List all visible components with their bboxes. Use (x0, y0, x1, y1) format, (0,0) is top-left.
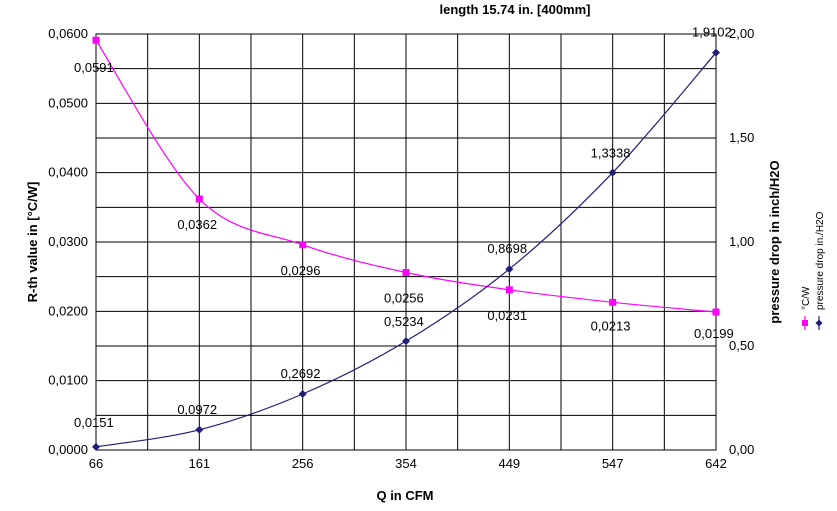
y-right-tick-label: 2,00 (729, 26, 754, 41)
y-left-tick-label: 0,0400 (48, 165, 88, 180)
x-tick-label: 547 (602, 456, 624, 471)
chart-title: length 15.74 in. [400mm] (440, 2, 591, 17)
y-right-tick-label: 1,50 (729, 130, 754, 145)
y-left-tick-label: 0,0500 (48, 95, 88, 110)
y-right-tick-label: 0,50 (729, 338, 754, 353)
data-label: 0,0591 (74, 60, 114, 75)
legend-label: °C/W (801, 286, 812, 310)
y-left-tick-label: 0,0600 (48, 26, 88, 41)
data-point-marker (712, 308, 720, 316)
plot-frame (95, 33, 717, 451)
x-axis-title: Q in CFM (376, 488, 433, 503)
data-point-marker (505, 265, 514, 274)
legend-label: pressure drop in./H2O (815, 211, 826, 310)
y-left-axis-title: R-th value in [°C/W] (25, 182, 40, 303)
y-left-tick-label: 0,0300 (48, 234, 88, 249)
data-label: 0,2692 (281, 366, 321, 381)
data-label: 0,8698 (487, 241, 527, 256)
data-point-marker (402, 337, 410, 346)
legend: °C/W pressure drop in./H2O (801, 211, 826, 330)
data-label: 0,0256 (384, 291, 424, 306)
y-left-tick-label: 0,0200 (48, 303, 88, 318)
data-label: 0,0151 (74, 415, 114, 430)
y-left-tick-label: 0,0100 (48, 373, 88, 388)
data-point-marker (609, 298, 617, 306)
data-point-marker (298, 390, 307, 399)
data-label: 0,5234 (384, 314, 424, 329)
data-label: 0,0231 (487, 308, 527, 323)
x-tick-label: 161 (188, 456, 210, 471)
y-right-tick-label: 1,00 (729, 234, 754, 249)
data-point-marker (402, 269, 410, 277)
data-point-marker (92, 442, 100, 451)
x-tick-label: 66 (89, 456, 103, 471)
legend-marker (815, 319, 823, 327)
x-tick-label: 354 (395, 456, 417, 471)
x-tick-label: 449 (498, 456, 520, 471)
data-label: 1,3338 (591, 146, 631, 161)
legend-marker (802, 320, 808, 326)
y-left-tick-label: 0,0000 (48, 442, 88, 457)
data-label: 0,0213 (591, 318, 631, 333)
data-label: 0,0362 (177, 217, 217, 232)
data-point-marker (712, 48, 720, 57)
data-label: 0,0972 (177, 402, 217, 417)
data-label: 0,0296 (281, 263, 321, 278)
data-label: 0,0199 (694, 326, 734, 341)
y-right-axis-title: pressure drop in inch/H2O (767, 160, 782, 323)
data-label: 1,9102 (692, 25, 732, 40)
data-point-marker (505, 286, 513, 294)
data-point-marker (608, 168, 617, 177)
x-tick-label: 256 (292, 456, 314, 471)
data-point-marker (92, 36, 100, 44)
x-tick-label: 642 (705, 456, 727, 471)
data-point-marker (195, 195, 203, 203)
y-right-tick-label: 0,00 (729, 442, 754, 457)
data-point-marker (299, 241, 307, 249)
data-point-marker (195, 425, 204, 434)
